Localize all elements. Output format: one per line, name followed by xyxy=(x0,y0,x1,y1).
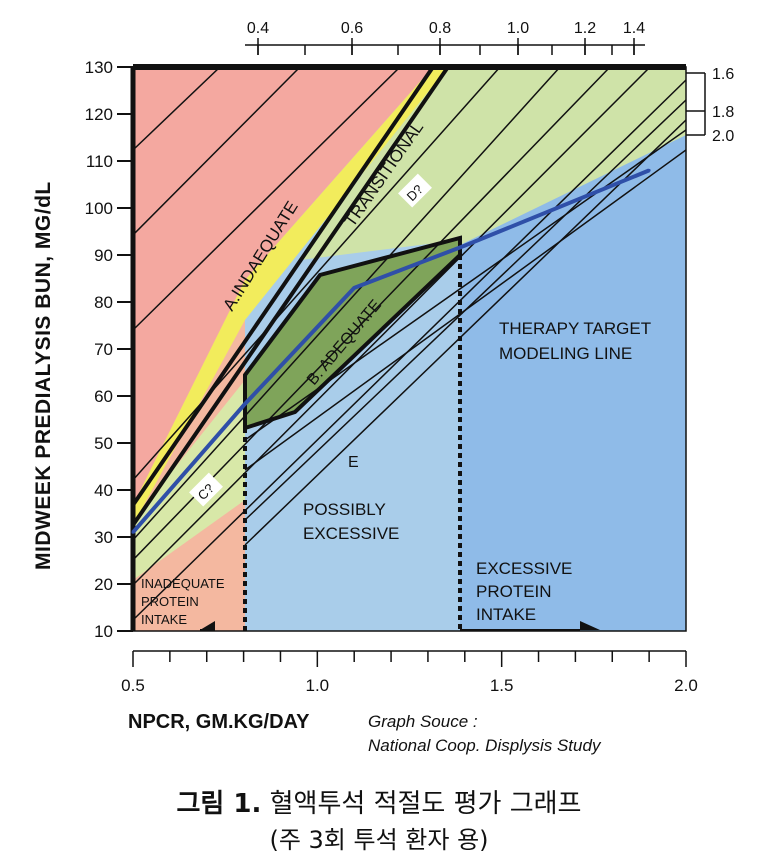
arrow-excessive-protein xyxy=(460,621,600,631)
x-axis: 0.5 1.0 1.5 2.0 xyxy=(121,650,698,695)
y-tick-label: 90 xyxy=(94,246,113,265)
diag-line xyxy=(133,67,301,236)
right-tick-label: 2.0 xyxy=(712,128,734,145)
x-axis-title: NPCR, GM.KG/DAY xyxy=(128,711,310,733)
label-possibly: POSSIBLY xyxy=(303,500,386,519)
y-tick-label: 80 xyxy=(94,293,113,312)
x-tick-label: 2.0 xyxy=(674,676,698,695)
y-tick-label: 10 xyxy=(94,622,113,641)
label-possibly-excessive: POSSIBLY EXCESSIVE xyxy=(303,500,399,543)
right-tick-label: 1.6 xyxy=(712,66,734,83)
boundary-transitional-lower xyxy=(133,67,450,527)
y-tick-label: 100 xyxy=(85,199,113,218)
region-green-upper xyxy=(300,67,686,260)
top-tick-label: 1.2 xyxy=(574,20,596,37)
diag-line xyxy=(244,119,686,546)
diag-line xyxy=(133,67,501,481)
label-excessive-protein-intake: EXCESSIVE PROTEIN INTAKE xyxy=(476,559,572,624)
y-tick-label: 110 xyxy=(86,152,113,171)
figure-label: 그림 1. xyxy=(176,789,262,819)
top-tick-label: 0.6 xyxy=(341,20,363,37)
label-therapy-target: THERAPY TARGET MODELING LINE xyxy=(499,319,651,363)
top-tick-label: 0.4 xyxy=(247,20,269,37)
top-tick-label: 0.8 xyxy=(429,20,451,37)
label-therapy-word: THERAPY TARGET xyxy=(499,319,651,338)
diag-line xyxy=(133,67,401,331)
right-tick-label: 1.8 xyxy=(712,104,734,121)
region-inadequate xyxy=(133,67,433,505)
y-tick-label: 70 xyxy=(94,340,113,359)
y-tick-label: 20 xyxy=(94,575,113,594)
top-tick-label: 1.0 xyxy=(507,20,529,37)
chart: A.INDAEQUATE TRANSITIONAL B. ADEQUATE D?… xyxy=(32,20,734,755)
label-d-badge: D? xyxy=(398,173,432,208)
figure-title: 혈액투석 적절도 평가 그래프 xyxy=(269,789,582,819)
y-axis-title: MIDWEEK PREDIALYSIS BUN, MG/dL xyxy=(32,181,55,570)
figure-subtitle: (주 3회 투석 환자 용) xyxy=(269,826,489,854)
source-note-line2: National Coop. Displysis Study xyxy=(368,736,602,755)
x-tick-label: 0.5 xyxy=(121,676,145,695)
label-inadequate-word: INADEQUATE xyxy=(141,576,225,591)
diag-line xyxy=(133,67,561,541)
top-tick-label: 1.4 xyxy=(623,20,645,37)
label-modeling-word: MODELING LINE xyxy=(499,344,632,363)
series-point-0-3 xyxy=(463,244,467,248)
figure-caption: 그림 1. 혈액투석 적절도 평가 그래프 xyxy=(0,783,758,820)
y-tick-label: 40 xyxy=(94,481,113,500)
label-protein-word-2: PROTEIN xyxy=(476,582,552,601)
label-c-badge: C? xyxy=(189,472,223,507)
label-protein-word: PROTEIN xyxy=(141,594,199,609)
x-tick-label: 1.5 xyxy=(490,676,514,695)
y-tick-label: 120 xyxy=(85,105,113,124)
series-point-0-2 xyxy=(352,286,356,290)
y-tick-label: 130 xyxy=(85,58,113,77)
diag-line xyxy=(133,67,221,151)
label-inadequate-protein-intake: INADEQUATE PROTEIN INTAKE xyxy=(141,576,225,627)
series-point-0-4 xyxy=(647,168,651,172)
label-excessive-word: EXCESSIVE xyxy=(476,559,572,578)
label-e: E xyxy=(348,454,359,471)
series-point-0-0 xyxy=(131,530,135,534)
boundary-transitional-upper xyxy=(133,67,435,507)
top-axis: 0.4 0.6 0.8 1.0 1.2 1.4 xyxy=(247,20,645,55)
y-tick-label: 50 xyxy=(94,434,113,453)
diag-line xyxy=(244,149,686,471)
right-axis: 1.6 1.8 2.0 xyxy=(686,66,734,145)
label-excessive: EXCESSIVE xyxy=(303,524,399,543)
diag-line xyxy=(244,129,686,441)
arrow-inadequate-protein xyxy=(200,621,215,631)
x-tick-label: 1.0 xyxy=(306,676,330,695)
y-axis: 10 20 30 40 50 60 70 80 90 100 110 120 130 xyxy=(85,58,133,641)
series-point-0-1 xyxy=(242,403,246,407)
label-intake-word: INTAKE xyxy=(141,612,187,627)
label-intake-word-2: INTAKE xyxy=(476,605,536,624)
y-tick-label: 30 xyxy=(94,528,113,547)
diag-line xyxy=(133,67,651,586)
y-tick-label: 60 xyxy=(94,387,113,406)
source-note-line1: Graph Souce : xyxy=(368,712,478,731)
